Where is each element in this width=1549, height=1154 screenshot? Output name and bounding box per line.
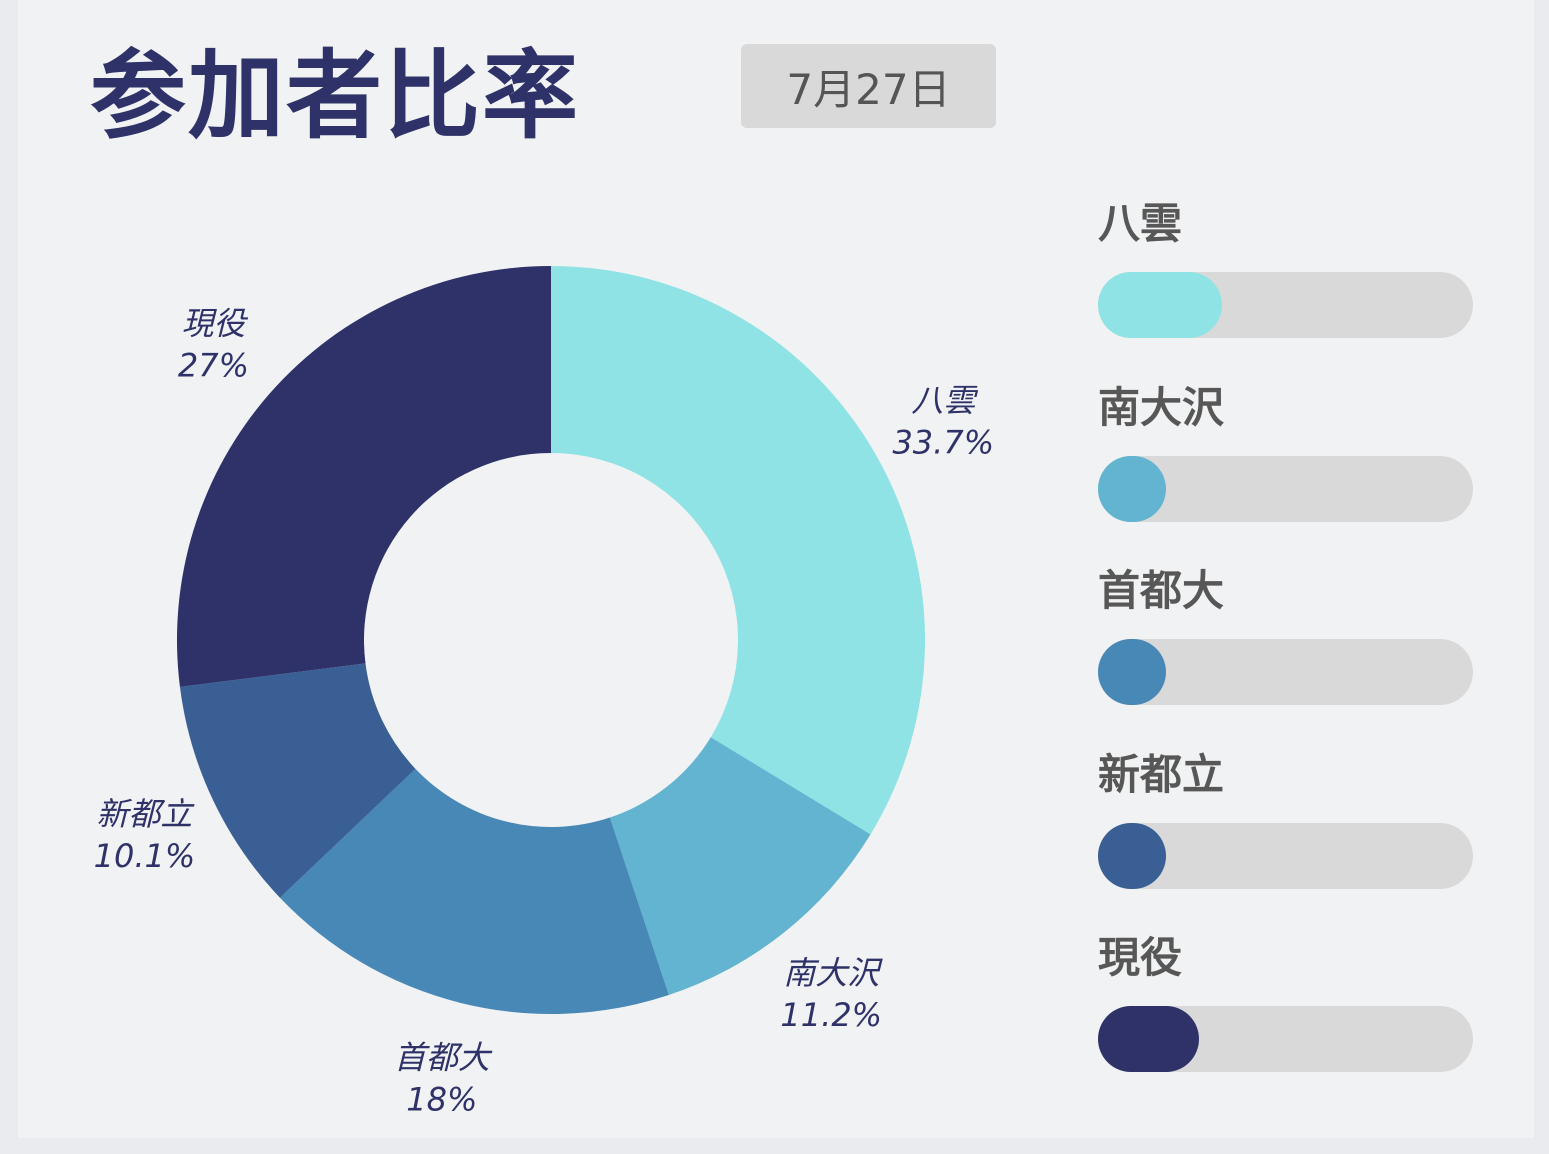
legend-bar-track [1098, 455, 1473, 522]
legend-label: 首都大 [1098, 566, 1225, 615]
donut-slice [176, 266, 551, 687]
donut-chart: 八雲 33.7% 南大沢 11.2% 首都大 18% 新都立 10.1% 現役 27% [94, 266, 995, 1119]
legend-bar-track [1098, 272, 1473, 338]
legend-item: 南大沢 [1098, 368, 1478, 552]
chart-card: 参加者比率 7月27日 八雲 33.7% 南大沢 11.2% 首都大 18% 新都立 10.1… [18, 0, 1534, 1138]
legend-label: 新都立 [1098, 749, 1225, 799]
slice-category-label: 首都大 [394, 1039, 493, 1077]
donut-labels: 八雲 33.7% 南大沢 11.2% 首都大 18% 新都立 10.1% 現役 27% [94, 304, 995, 1118]
legend-item: 八雲 [1098, 184, 1478, 368]
slice-category-label: 南大沢 [783, 954, 883, 992]
legend-bar-fill [1098, 822, 1166, 889]
date-badge: 7月27日 [741, 44, 996, 128]
slice-value-label: 18% [406, 1081, 477, 1119]
donut-slices [176, 266, 925, 1014]
legend-bar-fill [1098, 1006, 1200, 1072]
slice-value-label: 33.7% [892, 424, 994, 462]
slice-value-label: 27% [178, 346, 249, 384]
legend-bar-fill [1098, 455, 1166, 522]
donut-slice [609, 737, 871, 995]
donut-slice [179, 663, 416, 898]
date-label: 7月27日 [786, 64, 951, 114]
legend-label: 南大沢 [1098, 382, 1225, 432]
legend-bar-track [1098, 1006, 1473, 1072]
legend-bar-fill [1098, 272, 1222, 338]
legend-bar-fill [1098, 639, 1166, 705]
slice-category-label: 現役 [181, 304, 248, 342]
slice-category-label: 八雲 [911, 382, 978, 420]
legend: 八雲 南大沢 首都大 新都立 現役 [1098, 184, 1478, 1102]
legend-label: 現役 [1098, 933, 1183, 982]
legend-item: 新都立 [1098, 735, 1478, 919]
legend-bar-track [1098, 639, 1473, 705]
donut-slice [551, 266, 925, 835]
donut-slice [279, 768, 669, 1014]
legend-bar-track [1098, 822, 1473, 889]
slice-value-label: 11.2% [780, 996, 882, 1034]
legend-item: 首都大 [1098, 551, 1478, 735]
legend-item: 現役 [1098, 918, 1478, 1102]
slice-value-label: 10.1% [94, 837, 196, 875]
slice-category-label: 新都立 [96, 795, 195, 833]
page-title: 参加者比率 [90, 40, 580, 152]
legend-label: 八雲 [1098, 199, 1183, 248]
